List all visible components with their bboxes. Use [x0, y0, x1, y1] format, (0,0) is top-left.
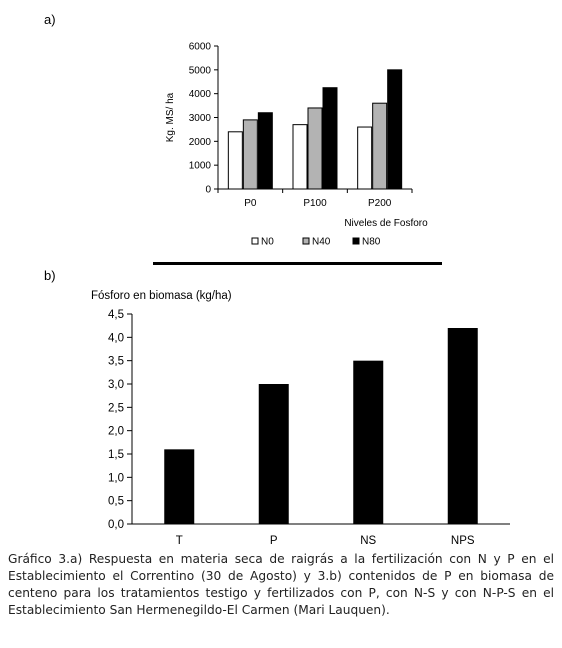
x-tick-label: P: [270, 535, 278, 547]
y-tick-label: 1000: [189, 161, 212, 172]
x-tick-label: P100: [303, 198, 327, 209]
bar-n80-p100: [322, 87, 338, 190]
bar-n0-p0: [227, 131, 243, 190]
bar-n40-p0: [242, 119, 258, 190]
divider-line: [153, 262, 442, 265]
y-tick-label: 5000: [189, 65, 212, 76]
legend-swatch-n80: [352, 237, 360, 245]
bar-ns: [353, 360, 384, 524]
figure-caption: Gráfico 3.a) Respuesta en materia seca d…: [8, 552, 554, 617]
y-tick-label: 2,0: [108, 426, 124, 438]
y-tick-label: 1,5: [108, 449, 124, 461]
legend-label-n40: N40: [312, 237, 331, 248]
y-tick-label: 2,5: [108, 402, 124, 414]
y-tick-label: 0: [205, 185, 211, 196]
x-tick-label: P200: [368, 198, 392, 209]
y-tick-label: 4,0: [108, 332, 124, 344]
bar-n0-p100: [292, 124, 308, 190]
y-tick-label: 4000: [189, 89, 212, 100]
bar-t: [164, 449, 195, 524]
bar-p: [258, 384, 289, 524]
bar-n80-p0: [257, 112, 273, 190]
y-axis-title: Kg. MS/ ha: [165, 92, 176, 142]
y-axis-title: Fósforo en biomasa (kg/ha): [91, 290, 232, 302]
chart-b-phosphorus-biomass: Fósforo en biomasa (kg/ha) 0,0 0,5 1,0 1,5 2,…: [91, 290, 510, 547]
y-tick-label: 2000: [189, 137, 212, 148]
y-tick-label: 3000: [189, 113, 212, 124]
bar-nps: [447, 328, 478, 524]
y-tick-label: 4,5: [108, 309, 124, 321]
y-tick-label: 3,0: [108, 379, 124, 391]
y-tick-label: 0,0: [108, 519, 124, 531]
bar-n40-p100: [307, 107, 323, 190]
y-tick-label: 1,0: [108, 472, 124, 484]
y-tick-label: 0,5: [108, 496, 124, 508]
chart-a-nitrogen-phosphorus: 0 1000 2000 3000 4000 5000 6000 Kg. MS/ ha P0 P10…: [165, 42, 428, 248]
bar-n40-p200: [372, 102, 388, 190]
legend-label-n80: N80: [362, 237, 381, 248]
x-axis-title: Niveles de Fosforo: [344, 218, 428, 229]
panel-b-label: b): [44, 268, 56, 283]
panel-a-label: a): [44, 12, 56, 27]
y-tick-label: 6000: [189, 42, 212, 53]
y-tick-label: 3,5: [108, 356, 124, 368]
bar-n0-p200: [357, 126, 373, 190]
bar-n80-p200: [387, 69, 403, 190]
x-tick-label: NPS: [451, 535, 475, 547]
legend-label-n0: N0: [261, 237, 274, 248]
legend-swatch-n40: [302, 237, 310, 245]
x-tick-label: P0: [244, 198, 257, 209]
legend-swatch-n0: [251, 237, 259, 245]
x-tick-label: T: [176, 535, 183, 547]
x-tick-label: NS: [360, 535, 376, 547]
